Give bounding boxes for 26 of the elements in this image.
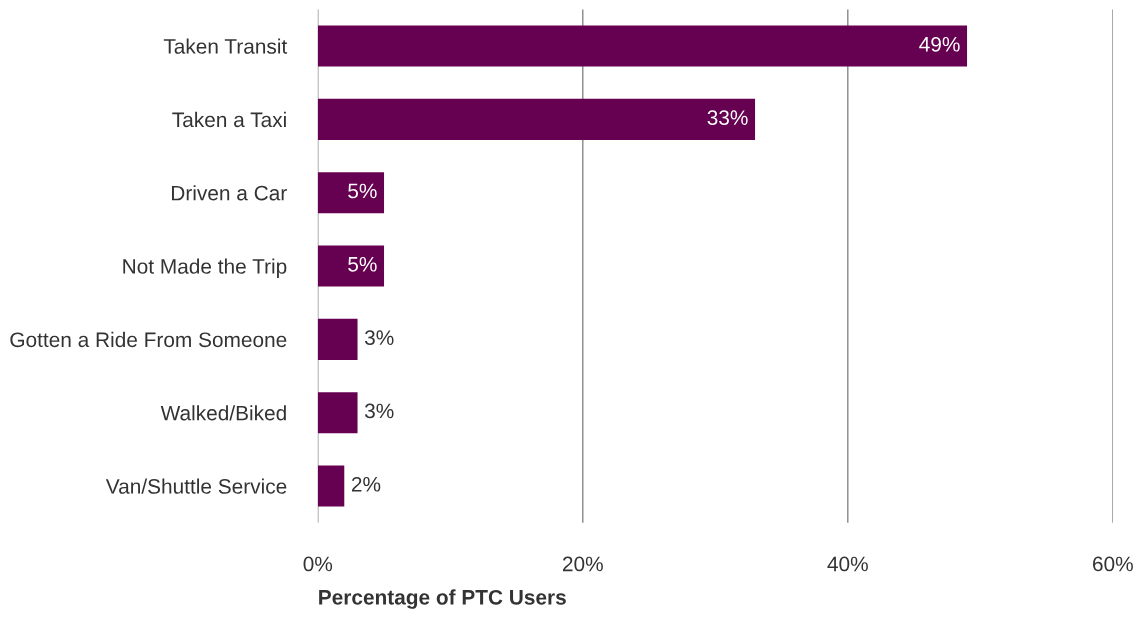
y-tick-label: Driven a Car	[172, 185, 287, 201]
bar	[317, 465, 345, 507]
bar	[317, 25, 968, 67]
bar	[317, 318, 358, 360]
bar	[317, 245, 385, 287]
data-label: 33%	[707, 110, 748, 125]
data-label: 3%	[364, 403, 394, 419]
y-tick-label: Walked/Biked	[160, 405, 286, 421]
bar	[317, 172, 385, 214]
x-tick-label: 20%	[562, 556, 603, 572]
data-label: 2%	[351, 476, 381, 492]
x-tick-label: 40%	[827, 556, 868, 572]
x-tick-label: 0%	[303, 556, 333, 572]
bar	[317, 98, 756, 140]
bar	[317, 392, 358, 434]
y-tick-label: Van/Shuttle Service	[105, 478, 287, 494]
y-tick-label: Not Made the Trip	[123, 258, 287, 278]
y-tick-label: Taken a Taxi	[172, 111, 286, 128]
y-tick-label: Gotten a Ride From Someone	[10, 331, 287, 348]
data-label: 5%	[348, 256, 377, 272]
data-label: 49%	[919, 36, 960, 52]
y-tick-label: Taken Transit	[163, 38, 288, 54]
x-axis-title: Percentage of PTC Users	[319, 589, 566, 609]
data-label: 3%	[364, 330, 394, 345]
x-tick-label: 60%	[1093, 556, 1133, 572]
data-label: 5%	[348, 183, 377, 199]
